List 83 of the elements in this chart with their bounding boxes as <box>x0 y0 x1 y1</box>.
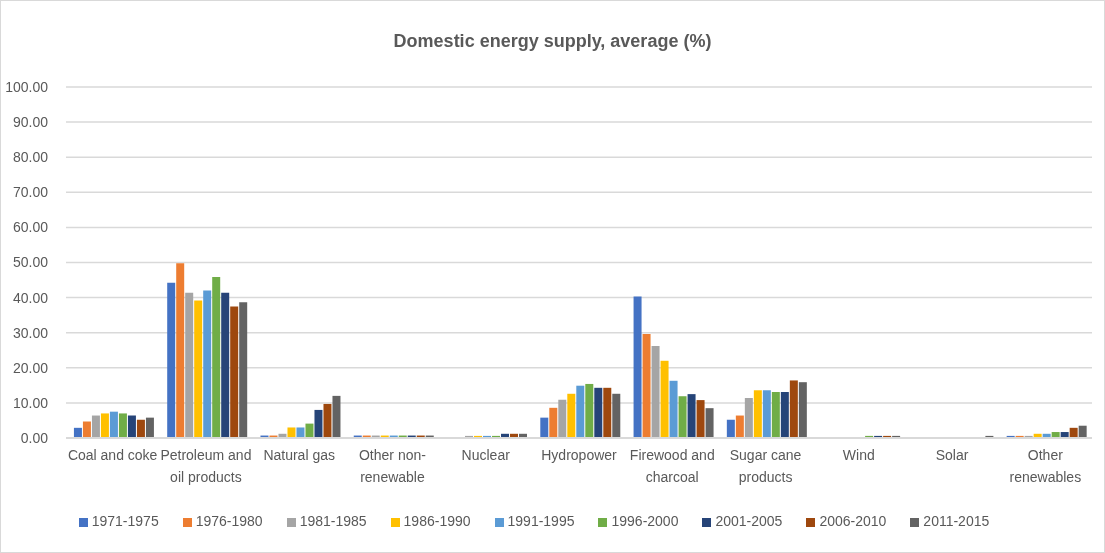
bar <box>239 302 248 438</box>
bar <box>185 292 194 438</box>
chart-title: Domestic energy supply, average (%) <box>392 31 713 52</box>
bar <box>194 300 203 438</box>
bar <box>726 419 735 438</box>
bar <box>305 423 314 438</box>
bar <box>642 334 651 438</box>
bar <box>612 393 621 438</box>
bar <box>603 387 612 438</box>
x-tick-label: Hydropower <box>541 447 618 463</box>
y-tick-label: 60.00 <box>12 219 49 236</box>
bar <box>744 397 753 438</box>
bar <box>585 383 594 438</box>
bar <box>203 290 212 438</box>
bar <box>696 400 705 438</box>
bar <box>678 396 687 438</box>
y-tick-label: 30.00 <box>12 324 49 341</box>
y-tick-label: 50.00 <box>12 254 49 271</box>
y-tick-label: 20.00 <box>12 359 49 376</box>
legend-label: 1996-2000 <box>611 513 679 529</box>
bar <box>594 387 603 438</box>
bar <box>91 415 100 438</box>
bar <box>145 417 154 438</box>
bar <box>332 395 341 438</box>
legend-label: 1986-1990 <box>403 513 471 529</box>
x-tick-label: Wind <box>842 447 875 463</box>
legend-label: 1991-1995 <box>507 513 575 529</box>
bar <box>558 399 567 438</box>
y-tick-label: 70.00 <box>12 184 49 201</box>
bar <box>109 411 118 438</box>
bar <box>314 409 323 438</box>
bar <box>780 392 789 438</box>
bar <box>296 427 305 438</box>
bar <box>735 415 744 438</box>
bar <box>705 408 714 438</box>
x-tick-label: Firewood and charcoal <box>629 447 715 485</box>
bar <box>762 390 771 438</box>
y-tick-label: 90.00 <box>12 114 49 131</box>
bar <box>633 296 642 438</box>
legend-label: 2006-2010 <box>819 513 887 529</box>
bar <box>167 282 176 438</box>
legend-label: 2011-2015 <box>923 513 990 529</box>
bar <box>789 380 798 438</box>
bar <box>687 394 696 438</box>
bar <box>82 421 91 438</box>
y-tick-label: 100.00 <box>5 78 49 95</box>
x-tick-label: Coal and coke <box>67 447 158 463</box>
legend-label: 1976-1980 <box>195 513 263 529</box>
bar <box>221 292 230 438</box>
bar <box>323 403 332 438</box>
bar <box>660 360 669 438</box>
legend-label: 2001-2005 <box>715 513 783 529</box>
bar <box>287 427 296 438</box>
y-tick-label: 0.00 <box>20 429 49 446</box>
bar <box>1078 425 1087 438</box>
x-tick-label: Other non-renewable <box>358 447 427 485</box>
bar <box>212 276 221 438</box>
bar <box>540 417 549 438</box>
bar <box>176 263 185 438</box>
y-tick-label: 40.00 <box>12 289 49 306</box>
x-tick-label: Sugar cane products <box>729 447 802 485</box>
x-tick-label: Other renewables <box>1009 447 1082 485</box>
bar <box>127 415 136 438</box>
bar <box>669 380 678 438</box>
bar <box>771 392 780 438</box>
y-tick-label: 80.00 <box>12 149 49 166</box>
bar <box>651 346 660 438</box>
bar <box>118 413 127 438</box>
bar <box>100 413 109 438</box>
bar <box>567 393 576 438</box>
y-tick-label: 10.00 <box>12 394 49 411</box>
bar <box>753 390 762 438</box>
legend-label: 1971-1975 <box>91 513 159 529</box>
bar <box>798 382 807 438</box>
bar <box>136 419 145 438</box>
x-tick-label: Natural gas <box>263 447 335 463</box>
legend-label: 1981-1985 <box>299 513 367 529</box>
x-tick-label: Nuclear <box>461 447 511 463</box>
x-tick-label: Solar <box>935 447 969 463</box>
bar <box>230 306 239 438</box>
bar <box>576 385 585 438</box>
bar <box>549 407 558 438</box>
x-tick-label: Petroleum and oil products <box>160 447 252 485</box>
